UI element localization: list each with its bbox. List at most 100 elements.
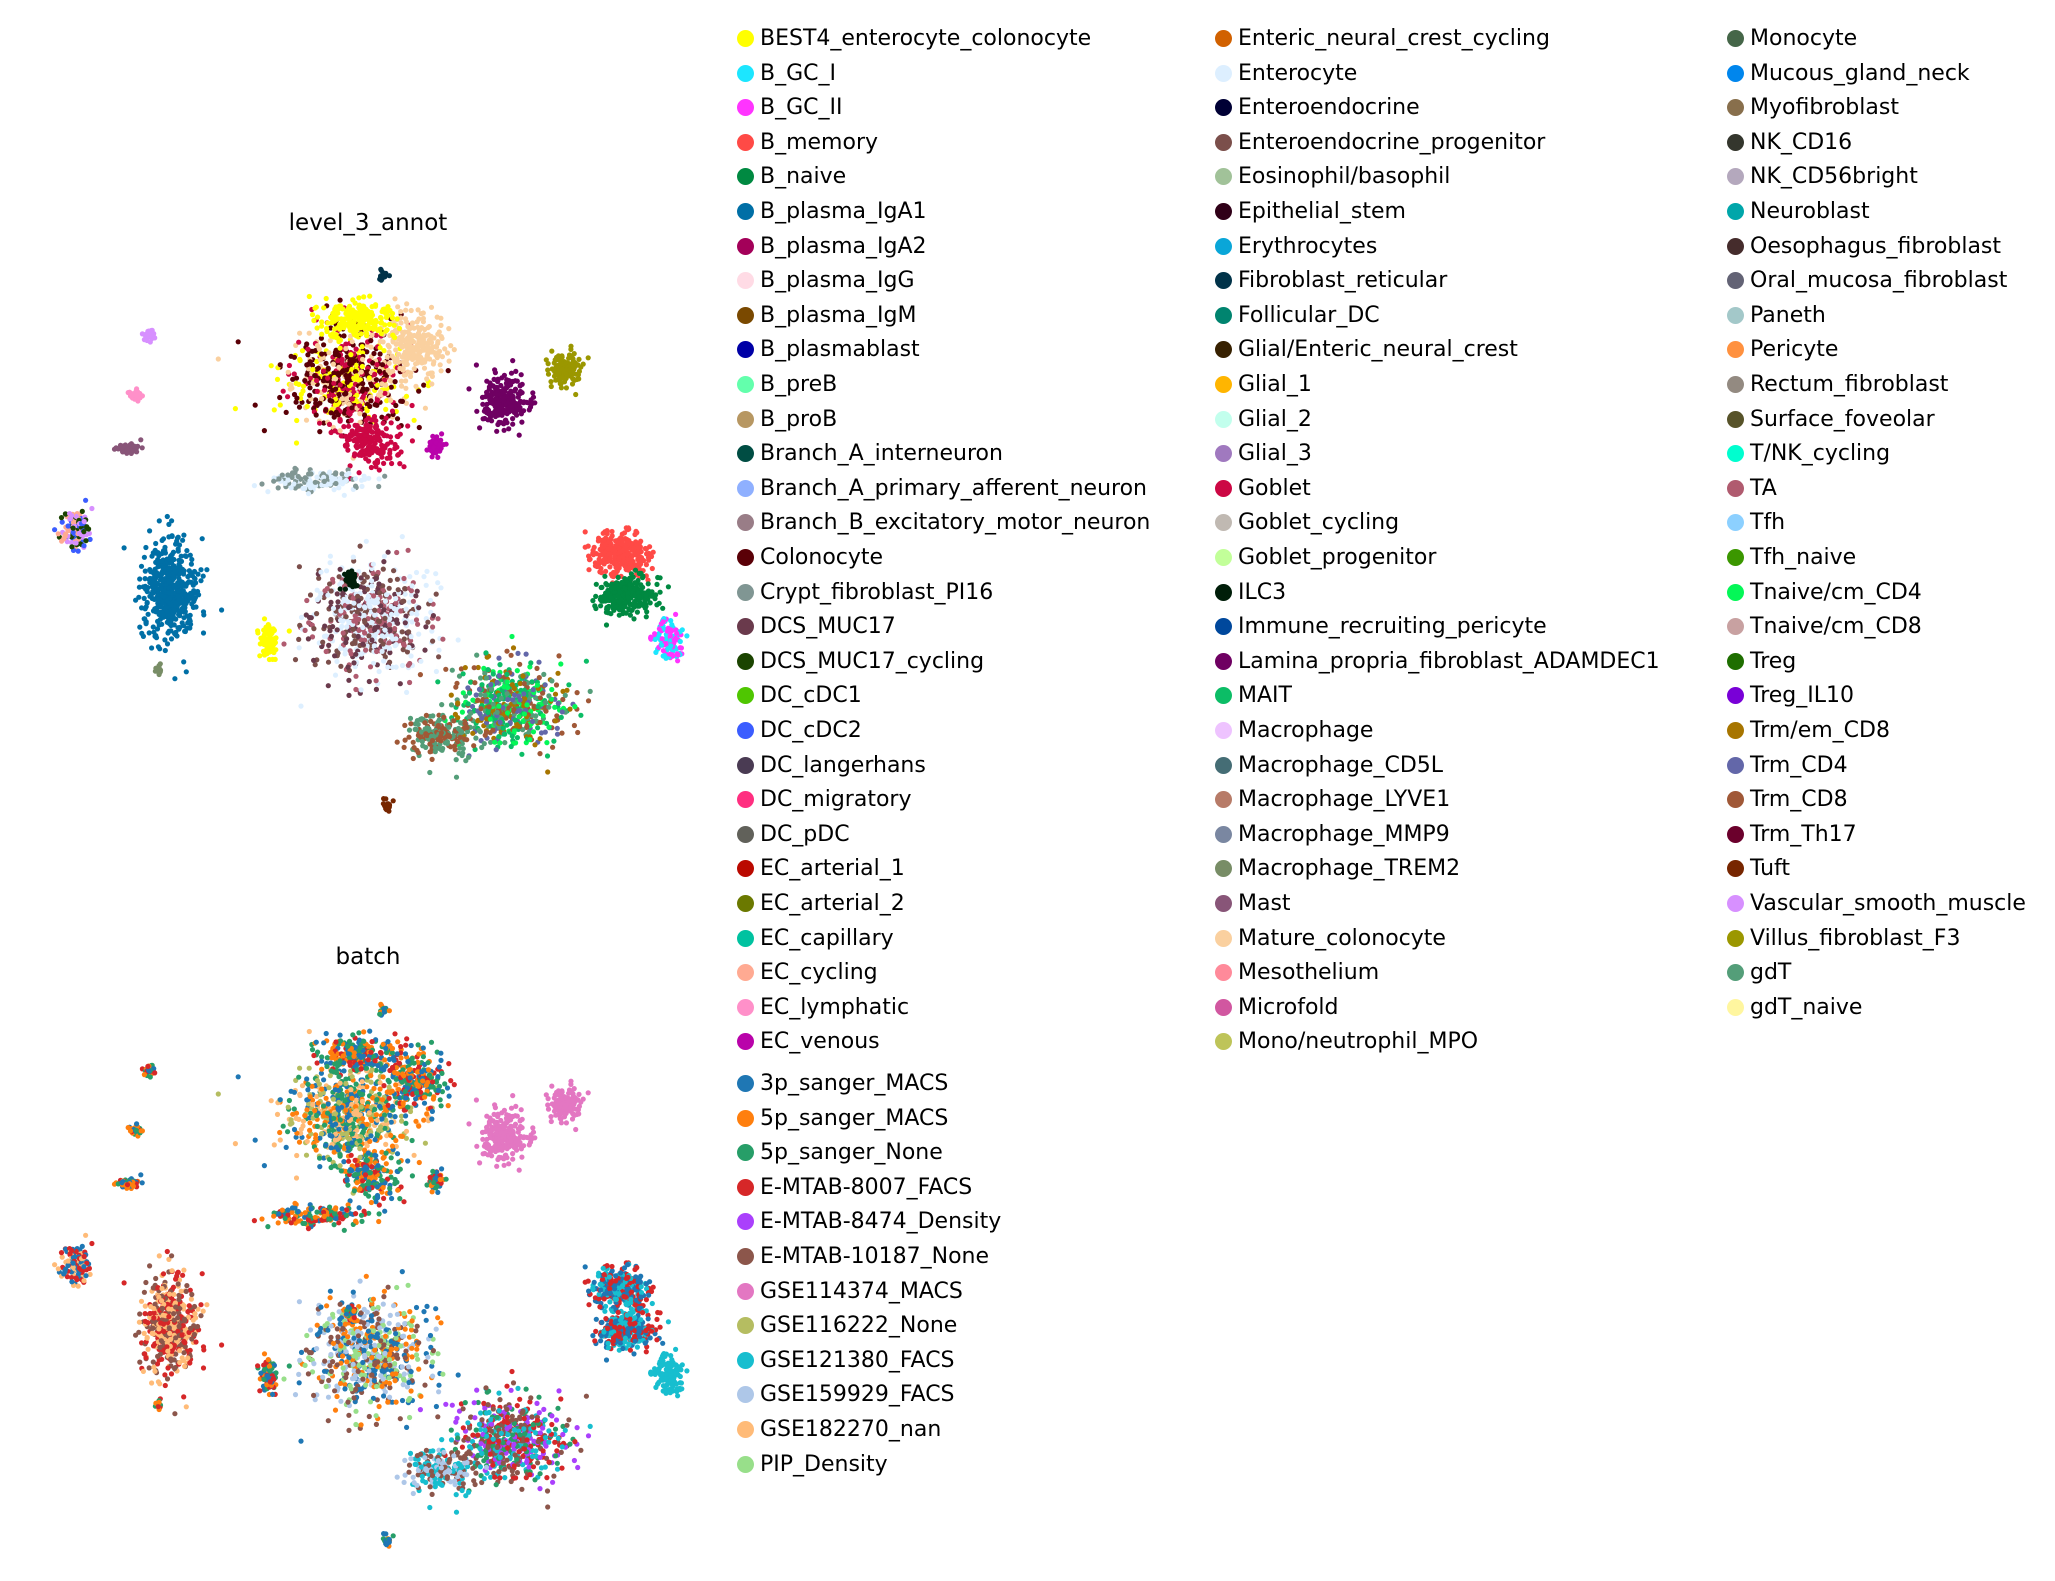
scatter-point xyxy=(354,392,360,398)
scatter-point xyxy=(152,633,158,639)
scatter-point xyxy=(286,628,292,634)
scatter-point xyxy=(427,749,433,755)
scatter-point xyxy=(180,537,186,543)
scatter-point xyxy=(429,756,435,762)
scatter-point xyxy=(361,412,368,418)
scatter-point xyxy=(607,545,613,552)
scatter-point xyxy=(385,804,391,810)
scatter-point xyxy=(424,568,430,574)
scatter-point xyxy=(393,341,399,347)
scatter-point xyxy=(340,591,346,597)
scatter-point xyxy=(509,733,515,739)
scatter-point xyxy=(598,552,604,558)
scatter-point xyxy=(159,570,166,577)
scatter-point xyxy=(343,477,349,484)
scatter-point xyxy=(492,370,498,376)
scatter-point xyxy=(549,686,555,693)
scatter-point xyxy=(529,679,535,685)
scatter-point xyxy=(365,415,371,421)
scatter-point xyxy=(406,332,412,338)
umap-scatter-level3 xyxy=(52,266,690,814)
scatter-point xyxy=(420,310,426,316)
scatter-point xyxy=(153,540,159,547)
scatter-point xyxy=(177,613,183,619)
scatter-point xyxy=(150,608,157,614)
scatter-point xyxy=(169,533,175,539)
scatter-point xyxy=(517,404,523,411)
scatter-point xyxy=(138,563,145,569)
scatter-point xyxy=(360,641,366,647)
scatter-point xyxy=(351,437,358,443)
scatter-point xyxy=(387,577,393,583)
scatter-point xyxy=(407,340,413,346)
scatter-point xyxy=(172,630,178,637)
scatter-point xyxy=(648,635,654,641)
scatter-point xyxy=(437,441,443,448)
scatter-point xyxy=(394,316,400,322)
scatter-point xyxy=(514,378,520,384)
scatter-point xyxy=(436,647,442,653)
scatter-point xyxy=(543,357,549,363)
scatter-point xyxy=(498,409,504,415)
scatter-point xyxy=(357,403,363,409)
scatter-point xyxy=(360,624,366,631)
scatter-point xyxy=(324,568,330,574)
scatter-point xyxy=(452,743,458,749)
scatter-point xyxy=(473,735,479,741)
scatter-point xyxy=(387,377,393,383)
scatter-point xyxy=(158,563,165,569)
scatter-point xyxy=(429,381,435,387)
scatter-point xyxy=(406,629,412,635)
scatter-point xyxy=(612,589,618,595)
scatter-point xyxy=(572,704,578,710)
scatter-point xyxy=(474,652,480,658)
scatter-point xyxy=(337,645,344,651)
scatter-point xyxy=(389,460,395,467)
scatter-point xyxy=(540,690,546,696)
scatter-point xyxy=(396,424,402,430)
scatter-point xyxy=(264,638,270,644)
scatter-point xyxy=(388,420,394,426)
scatter-point xyxy=(493,395,499,401)
scatter-point xyxy=(366,633,372,639)
scatter-point xyxy=(605,610,612,616)
scatter-point xyxy=(464,737,470,743)
scatter-point xyxy=(408,634,414,640)
scatter-point xyxy=(486,384,492,390)
scatter-point xyxy=(631,616,637,622)
scatter-point xyxy=(522,696,528,702)
scatter-point xyxy=(378,315,384,321)
scatter-point xyxy=(428,718,434,724)
scatter-point xyxy=(362,437,369,443)
scatter-point xyxy=(388,384,394,390)
scatter-point xyxy=(387,627,393,633)
scatter-point xyxy=(618,535,624,541)
scatter-point xyxy=(366,678,372,685)
scatter-point xyxy=(313,304,319,310)
scatter-point xyxy=(299,399,305,405)
scatter-point xyxy=(552,704,558,710)
scatter-point xyxy=(353,362,359,368)
scatter-point xyxy=(166,571,172,577)
scatter-point xyxy=(675,652,681,658)
scatter-point xyxy=(162,637,168,643)
scatter-point xyxy=(593,581,599,587)
scatter-point xyxy=(140,633,146,639)
scatter-point xyxy=(353,346,359,352)
scatter-point xyxy=(383,406,389,412)
scatter-point xyxy=(360,443,366,449)
scatter-point xyxy=(549,348,555,354)
scatter-point xyxy=(367,403,373,409)
scatter-point xyxy=(193,580,199,586)
scatter-point xyxy=(540,713,546,719)
scatter-point xyxy=(308,615,314,621)
scatter-point xyxy=(537,719,543,725)
scatter-point xyxy=(295,473,301,480)
scatter-point xyxy=(200,630,207,636)
scatter-point xyxy=(401,575,407,582)
scatter-point xyxy=(305,352,311,358)
scatter-point xyxy=(325,659,332,665)
scatter-point xyxy=(431,359,437,365)
scatter-point xyxy=(335,599,341,605)
scatter-point xyxy=(158,585,164,591)
